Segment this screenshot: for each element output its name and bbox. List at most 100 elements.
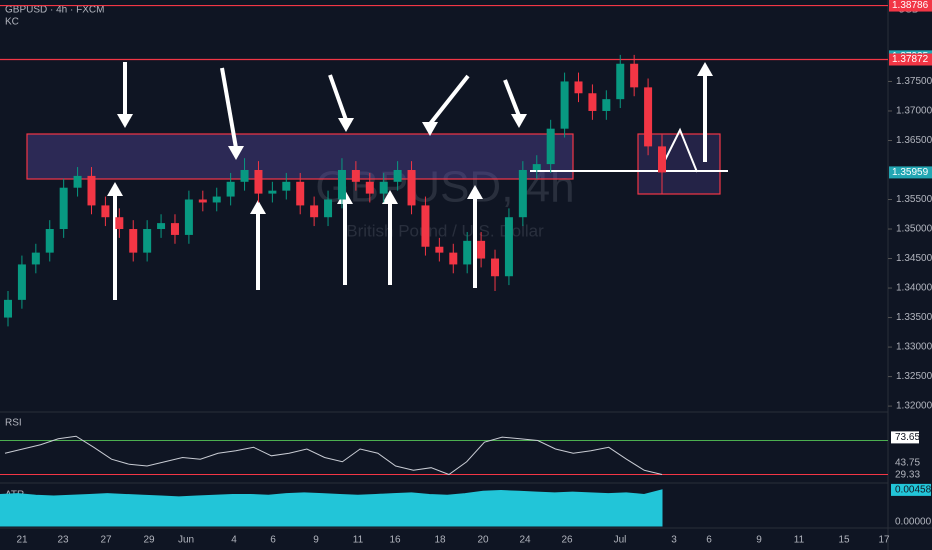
arrow-head bbox=[467, 185, 483, 199]
price-label: 1.35959 bbox=[892, 167, 929, 178]
candle-body bbox=[365, 181, 374, 194]
candle-body bbox=[337, 169, 346, 200]
x-tick-label: 4 bbox=[231, 535, 237, 546]
x-tick-label: 16 bbox=[389, 535, 401, 546]
x-tick-label: 24 bbox=[519, 535, 531, 546]
candle-body bbox=[477, 240, 486, 259]
price-label-bg bbox=[889, 166, 932, 179]
candle-body bbox=[45, 229, 54, 253]
arrow-head bbox=[338, 118, 354, 132]
candle-body bbox=[574, 81, 583, 94]
arrow-head bbox=[697, 62, 713, 76]
y-tick-label: 1.34000 bbox=[896, 283, 932, 294]
x-tick-label: 17 bbox=[878, 535, 890, 546]
candle-body bbox=[463, 240, 472, 265]
price-label-bg bbox=[889, 0, 932, 12]
candle-body bbox=[4, 299, 12, 318]
candle-body bbox=[59, 187, 68, 230]
arrow-head bbox=[382, 190, 398, 204]
arrow-shaft bbox=[503, 79, 521, 117]
x-tick-label: 9 bbox=[313, 535, 319, 546]
x-tick-label: Jun bbox=[178, 535, 194, 546]
y-tick-label: 1.36500 bbox=[896, 135, 932, 146]
candle-body bbox=[282, 181, 291, 191]
y-tick-label: 1.34500 bbox=[896, 253, 932, 264]
x-tick-label: 23 bbox=[57, 535, 69, 546]
y-tick-label: 1.37500 bbox=[896, 76, 932, 87]
x-tick-label: 11 bbox=[353, 535, 364, 546]
candle-body bbox=[393, 169, 402, 182]
x-tick-label: Jul bbox=[614, 535, 627, 546]
arrow-head bbox=[250, 200, 266, 214]
y-tick-label: 1.33500 bbox=[896, 312, 932, 323]
candle-body bbox=[212, 196, 221, 203]
arrow-head bbox=[117, 114, 133, 128]
candle-body bbox=[73, 175, 82, 188]
candle-body bbox=[435, 246, 444, 253]
x-tick-label: 20 bbox=[477, 535, 489, 546]
candle-body bbox=[616, 63, 625, 100]
candle-body bbox=[560, 81, 569, 129]
candle-body bbox=[198, 199, 207, 203]
candle-body bbox=[658, 146, 666, 173]
candle-body bbox=[115, 217, 124, 230]
arrow-shaft bbox=[220, 67, 238, 149]
y-tick-label: 1.33000 bbox=[896, 342, 932, 353]
x-tick-label: 15 bbox=[838, 535, 850, 546]
candle-body bbox=[170, 223, 179, 235]
indicator: KC bbox=[5, 17, 19, 28]
candle-body bbox=[588, 93, 597, 111]
candle-body bbox=[449, 252, 458, 265]
y-tick-label: 1.35500 bbox=[896, 194, 932, 205]
x-tick-label: 27 bbox=[100, 535, 112, 546]
candle-body bbox=[240, 169, 249, 182]
arrow-head bbox=[107, 182, 123, 196]
arrow-shaft bbox=[328, 74, 348, 121]
candle-body bbox=[546, 128, 555, 165]
arrow-head bbox=[422, 122, 438, 136]
candle-body bbox=[226, 181, 235, 197]
candle-body bbox=[379, 181, 388, 194]
x-tick-label: 21 bbox=[16, 535, 28, 546]
rsi-label: 73.65 bbox=[895, 432, 920, 443]
candle-body bbox=[31, 252, 40, 265]
candle-body bbox=[143, 229, 152, 253]
candle-body bbox=[518, 169, 527, 218]
symbol: GBPUSD · 4h · FXCM bbox=[5, 5, 104, 16]
candle-body bbox=[268, 190, 277, 194]
atr-label: 0.00000 bbox=[895, 517, 932, 528]
candle-body bbox=[644, 87, 653, 147]
atr-label-bg bbox=[891, 483, 931, 496]
price-label: 1.37872 bbox=[892, 54, 929, 65]
x-tick-label: 6 bbox=[270, 535, 276, 546]
candle-body bbox=[184, 199, 193, 235]
arrow-head bbox=[228, 146, 244, 160]
candle-body bbox=[491, 258, 500, 277]
candle-body bbox=[630, 63, 639, 88]
watermark-sub: British Pound / U.S. Dollar bbox=[346, 221, 544, 240]
x-tick-label: 26 bbox=[561, 535, 573, 546]
candle-body bbox=[407, 169, 416, 206]
candle-body bbox=[87, 175, 96, 206]
x-tick-label: 11 bbox=[794, 535, 805, 546]
candle-body bbox=[421, 205, 430, 247]
candle-body bbox=[504, 217, 513, 277]
pane-title: RSI bbox=[5, 418, 22, 429]
y-tick-label: 1.35000 bbox=[896, 224, 932, 235]
arrow-shaft bbox=[428, 74, 470, 126]
candle-body bbox=[17, 264, 26, 300]
pattern bbox=[659, 127, 698, 173]
y-tick-label: 1.32000 bbox=[896, 401, 932, 412]
x-tick-label: 29 bbox=[143, 535, 155, 546]
arrow-head bbox=[511, 114, 527, 128]
candle-body bbox=[296, 181, 305, 206]
price-label-bg bbox=[889, 53, 932, 66]
rsi-label: 29.33 bbox=[895, 470, 920, 481]
candle-body bbox=[324, 199, 333, 218]
x-tick-label: 9 bbox=[756, 535, 762, 546]
candle-body bbox=[351, 169, 360, 182]
candle-body bbox=[157, 223, 166, 230]
rsi-label-bg bbox=[891, 431, 919, 444]
candle-body bbox=[254, 169, 263, 194]
candle-body bbox=[602, 99, 611, 111]
